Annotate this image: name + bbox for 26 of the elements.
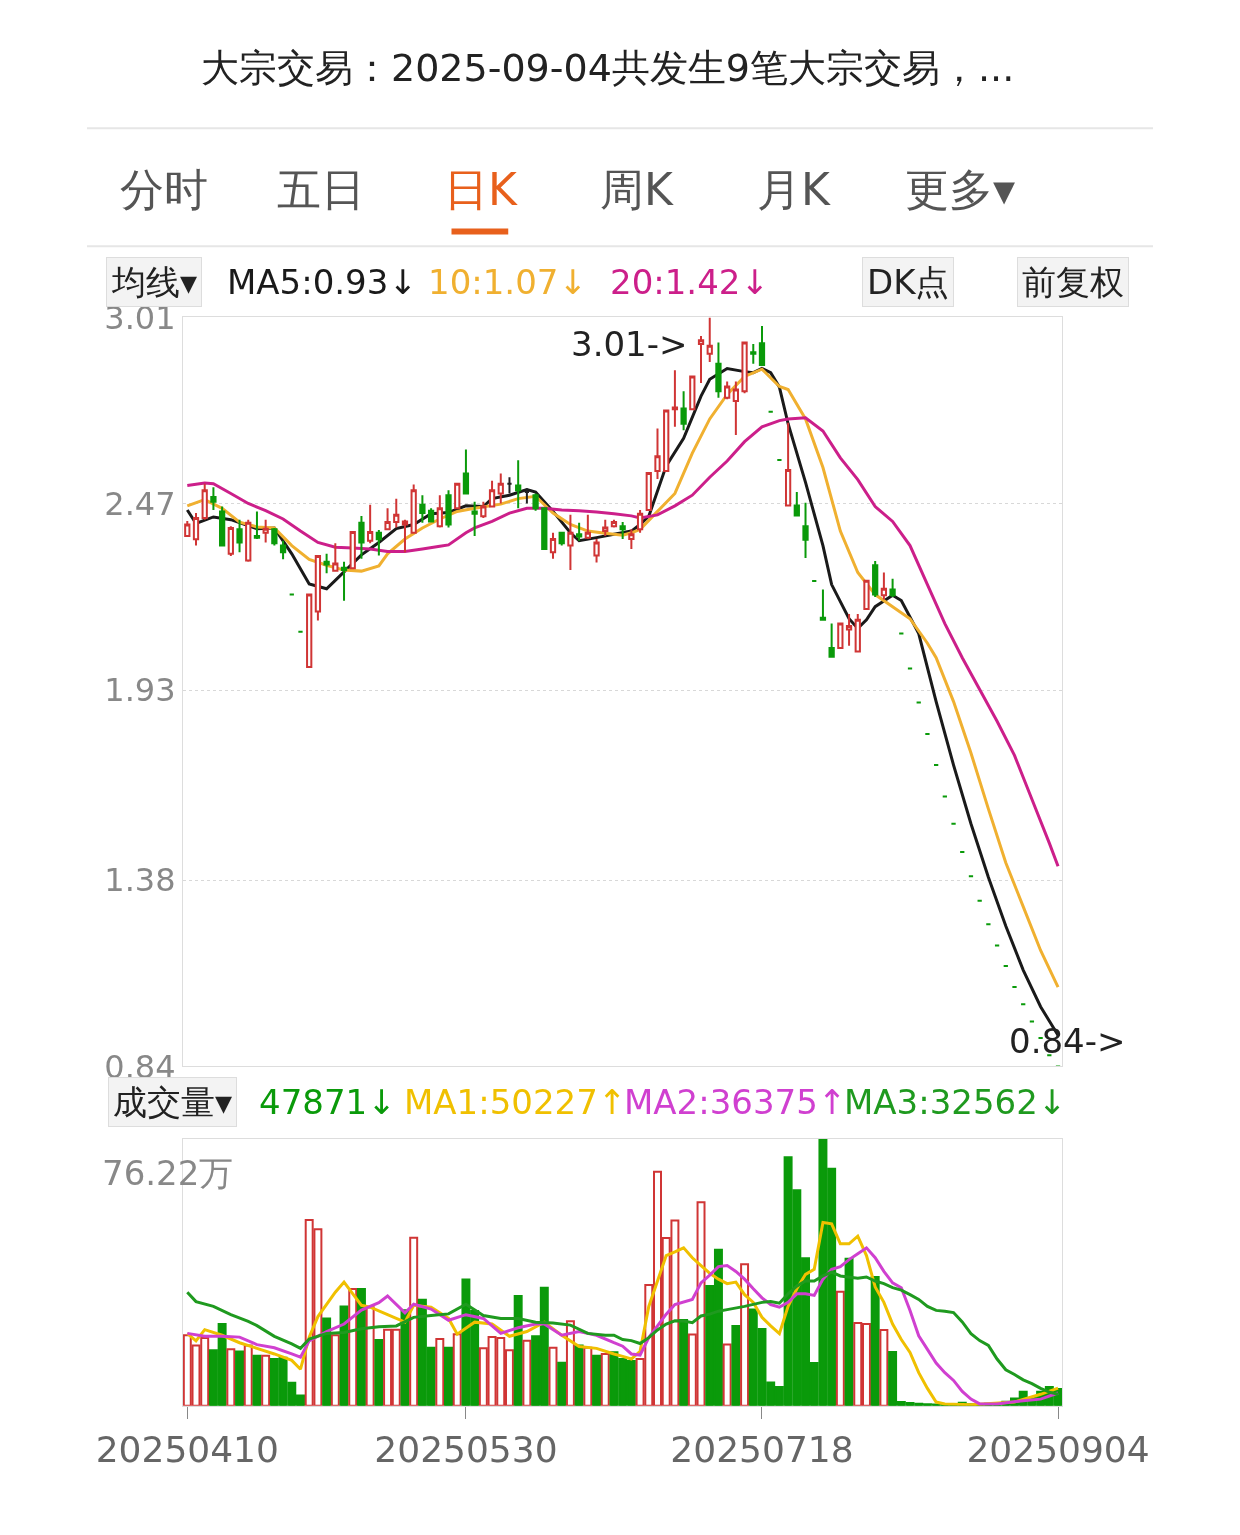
text: MA1:50227↑ [404,1082,627,1122]
x-tick-label: 20250904 [966,1429,1150,1470]
text: 大宗交易：2025-09-04共发生9笔大宗交易，... [201,46,1015,90]
annotation: 76.22万 [102,1153,234,1193]
y-tick-label: 1.38 [104,861,176,900]
annotation: 3.01-> [571,324,688,364]
text: MA3:32562↓ [844,1082,1067,1122]
text: 日K [444,164,518,215]
text: 20:1.42↓ [610,262,769,302]
text: 前复权 [1022,262,1124,302]
x-tick-label: 20250718 [670,1429,854,1470]
text: 月K [757,164,831,215]
y-tick-label: 1.93 [104,671,176,710]
text: 更多▾ [905,164,1016,215]
text: MA2:36375↑ [624,1082,847,1122]
x-tick-label: 20250530 [374,1429,558,1470]
x-tick-label: 20250410 [95,1429,279,1470]
text: MA5:0.93↓ [227,262,417,302]
text: 五日 [277,164,365,215]
text: 47871↓ [259,1082,396,1122]
text: 分时 [120,164,208,215]
annotation: 0.84-> [1009,1021,1126,1061]
text: DK点 [867,262,950,302]
text: 10:1.07↓ [428,262,587,302]
y-tick-label: 2.47 [104,485,176,523]
text: 周K [600,164,674,215]
